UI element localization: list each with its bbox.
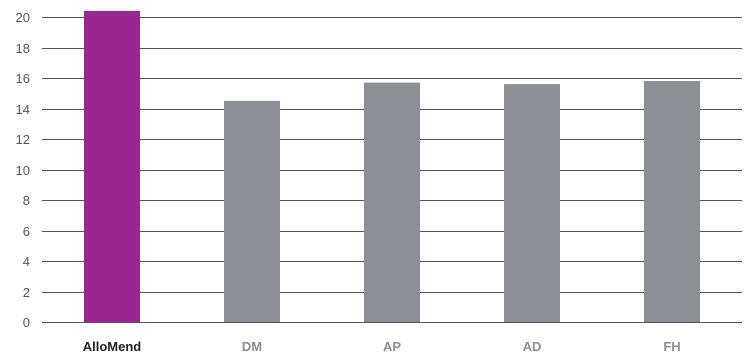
- y-tick-label: 2: [23, 285, 30, 300]
- bars: [84, 10, 700, 323]
- y-tick-label: 4: [23, 254, 30, 269]
- y-tick-label: 6: [23, 224, 30, 239]
- x-tick-label-allomend: AlloMend: [83, 339, 142, 354]
- bar-dm: [224, 100, 280, 322]
- y-tick-label: 12: [16, 132, 30, 147]
- x-tick-label-ap: AP: [383, 339, 401, 354]
- x-tick-label-fh: FH: [663, 339, 680, 354]
- x-tick-label-ad: AD: [523, 339, 542, 354]
- y-axis-ticks: 0 2 4 6 8 10 12 14 16 18 20: [16, 10, 30, 330]
- y-tick-label: 0: [23, 315, 30, 330]
- x-tick-label-dm: DM: [242, 339, 262, 354]
- y-tick-label: 18: [16, 41, 30, 56]
- x-axis-labels: AlloMend DM AP AD FH: [83, 339, 681, 354]
- bar-allomend: [84, 10, 140, 323]
- y-tick-label: 14: [16, 102, 30, 117]
- y-tick-label: 20: [16, 10, 30, 25]
- y-tick-label: 16: [16, 71, 30, 86]
- bar-ap: [364, 82, 420, 322]
- y-tick-label: 8: [23, 193, 30, 208]
- y-tick-label: 10: [16, 163, 30, 178]
- bar-ad: [504, 84, 560, 322]
- bar-fh: [644, 81, 700, 322]
